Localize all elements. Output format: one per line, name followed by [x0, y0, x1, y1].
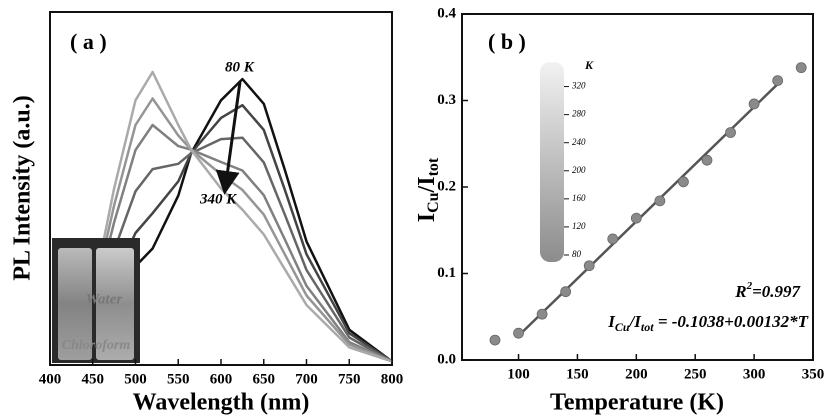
y-tick-label: 0.4: [437, 5, 456, 21]
r2-part: 2: [746, 280, 753, 292]
inset-label: Chloroform: [62, 338, 131, 353]
data-point: [489, 334, 501, 346]
x-tick-label: 700: [295, 371, 318, 387]
data-point: [630, 212, 642, 224]
spectrum-line: [66, 123, 393, 363]
plot-frame: [461, 13, 814, 361]
fit-equation: ICu/Itot = -0.1038+0.00132*T: [607, 312, 808, 334]
y-title-part: I: [414, 213, 440, 222]
annotation: 340 K: [199, 191, 237, 207]
x-tick-label: 150: [566, 366, 589, 382]
x-tick-label: 650: [253, 371, 276, 387]
data-point: [654, 195, 666, 207]
colorbar-tick-label: 280: [572, 109, 586, 119]
panel-label: ( a ): [70, 29, 107, 54]
x-tick-label: 350: [802, 366, 825, 382]
r2-part: R: [734, 282, 746, 301]
colorbar-tick-label: 240: [572, 137, 586, 147]
spectrum-line: [65, 97, 393, 363]
x-axis-title: Wavelength (nm): [133, 390, 310, 416]
y-tick-label: 0.2: [437, 178, 456, 194]
y-title-part: Cu: [425, 192, 442, 213]
spectrum-line: [65, 70, 393, 363]
y-tick-label: 0.0: [437, 351, 456, 367]
eq-part: Cu: [615, 320, 630, 334]
x-tick-label: 250: [684, 366, 707, 382]
panel-label: ( b ): [488, 29, 526, 54]
panel-b: ( b ) Temperature (K) ICu/Itot R2=0.997 …: [414, 5, 825, 415]
data-point: [795, 62, 807, 74]
colorbar-tick-label: 120: [572, 221, 586, 231]
y-tick-label: 0.1: [437, 265, 456, 281]
r-squared: R2=0.997: [734, 280, 801, 301]
r2-part: =0.997: [752, 282, 801, 301]
colorbar-label: K: [584, 58, 594, 72]
x-tick-label: 550: [167, 371, 190, 387]
data-point: [678, 176, 689, 188]
colorbar-tick-label: 80: [572, 249, 582, 259]
x-tick-label: 500: [124, 371, 147, 387]
data-point: [513, 327, 524, 339]
data-point: [725, 127, 736, 138]
panel-a: ( a ) PL Intensity (a.u.) Wavelength (nm…: [10, 11, 404, 416]
inset-label: Water: [86, 291, 123, 307]
data-point: [560, 286, 572, 298]
eq-part: I: [607, 312, 616, 331]
vial: [96, 248, 134, 360]
x-axis-title: Temperature (K): [550, 390, 724, 416]
data-point: [607, 233, 619, 245]
inset-photo: [52, 238, 140, 363]
colorbar-tick-label: 200: [572, 165, 586, 175]
colorbar-tick-label: 320: [571, 81, 586, 91]
annotation: 80 K: [225, 59, 255, 75]
arrow: [215, 81, 242, 195]
vial: [58, 248, 92, 360]
x-tick-label: 750: [338, 371, 361, 387]
eq-part: /I: [628, 312, 643, 331]
eq-part: = -0.1038+0.00132*T: [654, 312, 809, 331]
y-title-part: tot: [425, 157, 442, 176]
x-tick-label: 450: [82, 371, 105, 387]
eq-part: tot: [641, 320, 654, 334]
data-point: [583, 260, 595, 272]
data-point: [536, 308, 548, 320]
x-tick-label: 400: [39, 371, 62, 387]
y-axis-title: PL Intensity (a.u.): [10, 95, 36, 280]
y-title-part: /I: [414, 176, 440, 193]
data-point: [701, 154, 713, 166]
colorbar-tick-label: 160: [572, 193, 586, 203]
x-tick-label: 600: [210, 371, 233, 387]
colorbar: [540, 62, 564, 262]
y-axis-title: ICu/Itot: [414, 157, 442, 222]
data-point: [772, 75, 784, 87]
x-tick-label: 100: [507, 366, 530, 382]
data-point: [748, 98, 760, 110]
x-tick-label: 200: [625, 366, 648, 382]
y-tick-label: 0.3: [437, 92, 456, 108]
x-tick-label: 300: [743, 366, 766, 382]
x-tick-label: 800: [381, 371, 404, 387]
